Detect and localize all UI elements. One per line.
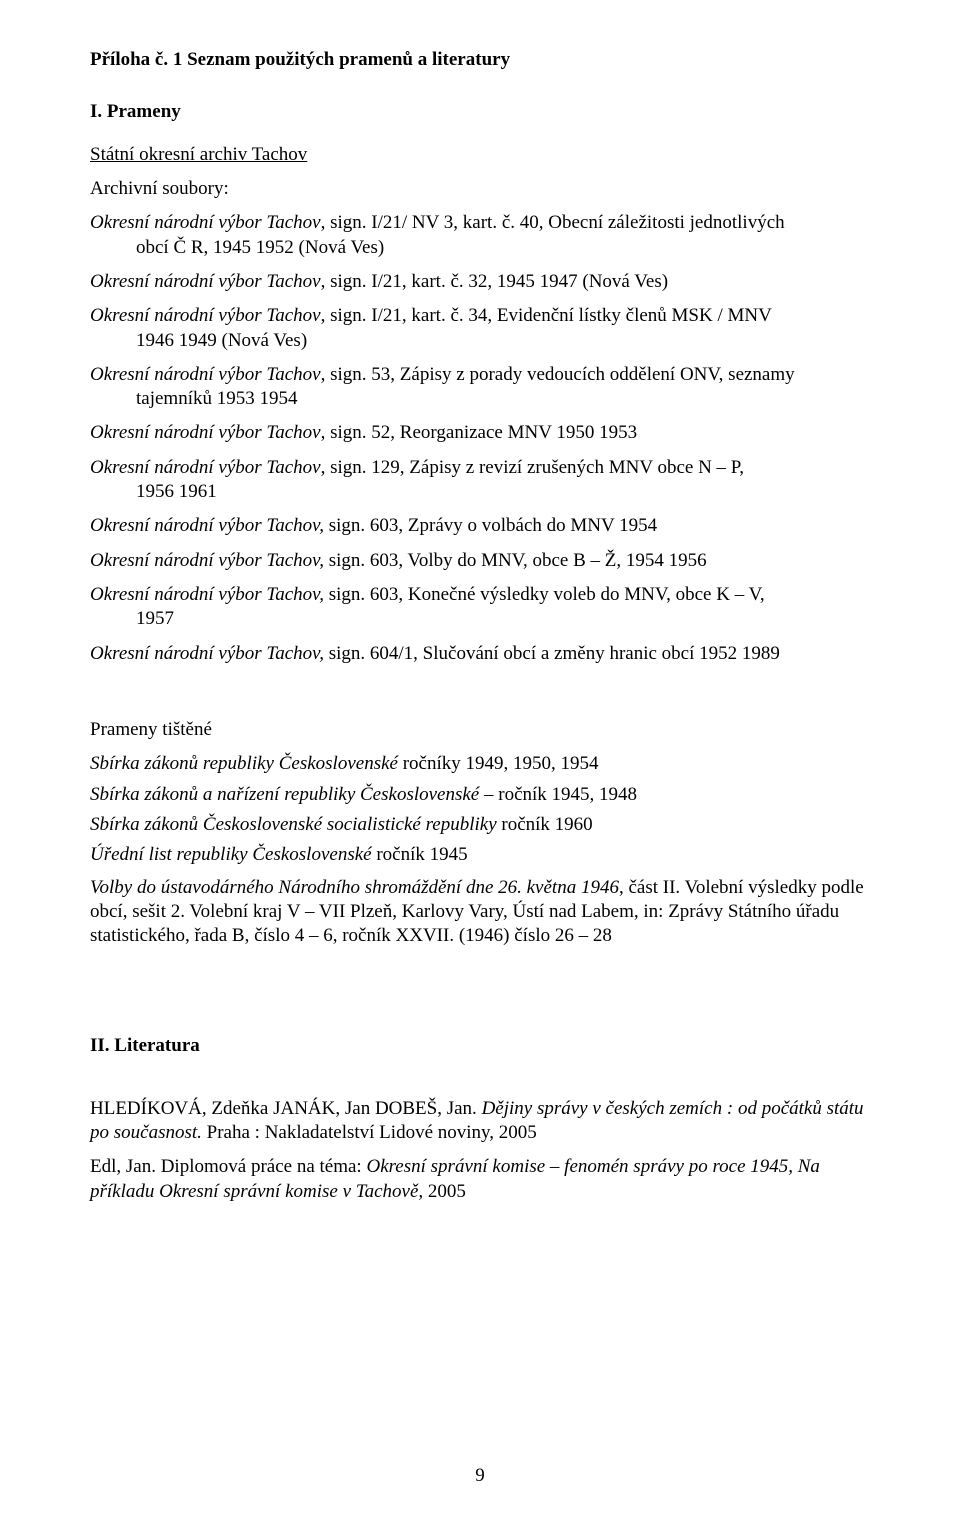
entry-text: , sign. 53, Zápisy z porady vedoucích od… <box>321 364 795 385</box>
printed-text: ročníky 1949, 1950, 1954 <box>398 753 599 774</box>
entry-title: Okresní národní výbor Tachov, <box>90 643 324 664</box>
entry-cont: 1957 <box>90 607 870 631</box>
source-entry: Okresní národní výbor Tachov, sign. 52, … <box>90 421 870 445</box>
entry-text: sign. 603, Konečné výsledky voleb do MNV… <box>324 584 765 605</box>
entry-title: Okresní národní výbor Tachov <box>90 422 321 443</box>
volby-title: Volby do ústavodárného Národního shromáž… <box>90 877 619 898</box>
entry-text: sign. 604/1, Slučování obcí a změny hran… <box>324 643 780 664</box>
source-entry: Okresní národní výbor Tachov, sign. 603,… <box>90 549 870 573</box>
source-entry: Okresní národní výbor Tachov, sign. 603,… <box>90 583 870 632</box>
entry-cont: tajemníků 1953 1954 <box>90 387 870 411</box>
entry-text: , sign. 52, Reorganizace MNV 1950 1953 <box>321 422 637 443</box>
lit-author: HLEDÍKOVÁ, Zdeňka JANÁK, Jan DOBEŠ, Jan. <box>90 1098 482 1119</box>
printed-text: ročník 1960 <box>497 814 593 835</box>
document-page: Příloha č. 1 Seznam použitých pramenů a … <box>0 0 960 1514</box>
printed-title: Sbírka zákonů Československé socialistic… <box>90 814 497 835</box>
lit-author: Edl, Jan. Diplomová práce na téma: <box>90 1156 366 1177</box>
entry-cont: 1946 1949 (Nová Ves) <box>90 329 870 353</box>
source-entry: Okresní národní výbor Tachov, sign. I/21… <box>90 270 870 294</box>
printed-entry: Sbírka zákonů republiky Československé r… <box>90 752 870 776</box>
lit-post: Praha : Nakladatelství Lidové noviny, 20… <box>202 1122 537 1143</box>
entry-title: Okresní národní výbor Tachov, <box>90 515 324 536</box>
section-heading-literatura: II. Literatura <box>90 1034 870 1058</box>
entry-title: Okresní národní výbor Tachov <box>90 457 321 478</box>
entry-text: , sign. I/21/ NV 3, kart. č. 40, Obecní … <box>321 212 785 233</box>
archival-sets-label: Archivní soubory: <box>90 177 870 201</box>
printed-text: ročník 1945 <box>372 844 468 865</box>
entry-title: Okresní národní výbor Tachov, <box>90 584 324 605</box>
printed-entry: Sbírka zákonů a nařízení republiky Česko… <box>90 783 870 807</box>
source-entry: Okresní národní výbor Tachov, sign. I/21… <box>90 304 870 353</box>
source-entry: Okresní národní výbor Tachov, sign. I/21… <box>90 211 870 260</box>
page-title: Příloha č. 1 Seznam použitých pramenů a … <box>90 48 870 72</box>
printed-title: Úřední list republiky Československé <box>90 844 372 865</box>
literature-entry: HLEDÍKOVÁ, Zdeňka JANÁK, Jan DOBEŠ, Jan.… <box>90 1097 870 1146</box>
entry-text: , sign. 129, Zápisy z revizí zrušených M… <box>321 457 744 478</box>
source-entry: Okresní národní výbor Tachov, sign. 53, … <box>90 363 870 412</box>
entry-title: Okresní národní výbor Tachov <box>90 364 321 385</box>
lit-post: 2005 <box>423 1181 466 1202</box>
entry-text: , sign. I/21, kart. č. 34, Evidenční lís… <box>321 305 772 326</box>
printed-heading: Prameny tištěné <box>90 718 870 742</box>
source-entry: Okresní národní výbor Tachov, sign. 603,… <box>90 514 870 538</box>
entry-title: Okresní národní výbor Tachov <box>90 305 321 326</box>
entry-cont: 1956 1961 <box>90 480 870 504</box>
section-heading-prameny: I. Prameny <box>90 100 870 124</box>
source-entry: Okresní národní výbor Tachov, sign. 129,… <box>90 456 870 505</box>
entry-title: Okresní národní výbor Tachov <box>90 212 321 233</box>
entry-cont: obcí Č R, 1945 1952 (Nová Ves) <box>90 236 870 260</box>
printed-entry: Úřední list republiky Československé roč… <box>90 843 870 867</box>
source-entry: Okresní národní výbor Tachov, sign. 604/… <box>90 642 870 666</box>
printed-entry: Sbírka zákonů Československé socialistic… <box>90 813 870 837</box>
page-number: 9 <box>0 1464 960 1488</box>
state-archive-line: Státní okresní archiv Tachov <box>90 143 870 167</box>
entry-text: , sign. I/21, kart. č. 32, 1945 1947 (No… <box>321 271 668 292</box>
printed-title: Sbírka zákonů republiky Československé <box>90 753 398 774</box>
entry-title: Okresní národní výbor Tachov, <box>90 550 324 571</box>
entry-title: Okresní národní výbor Tachov <box>90 271 321 292</box>
printed-title: Sbírka zákonů a nařízení republiky Česko… <box>90 784 494 805</box>
literature-entry: Edl, Jan. Diplomová práce na téma: Okres… <box>90 1155 870 1204</box>
entry-text: sign. 603, Zprávy o volbách do MNV 1954 <box>324 515 657 536</box>
volby-entry: Volby do ústavodárného Národního shromáž… <box>90 876 870 949</box>
printed-text: ročník 1945, 1948 <box>494 784 638 805</box>
entry-text: sign. 603, Volby do MNV, obce B – Ž, 195… <box>324 550 707 571</box>
